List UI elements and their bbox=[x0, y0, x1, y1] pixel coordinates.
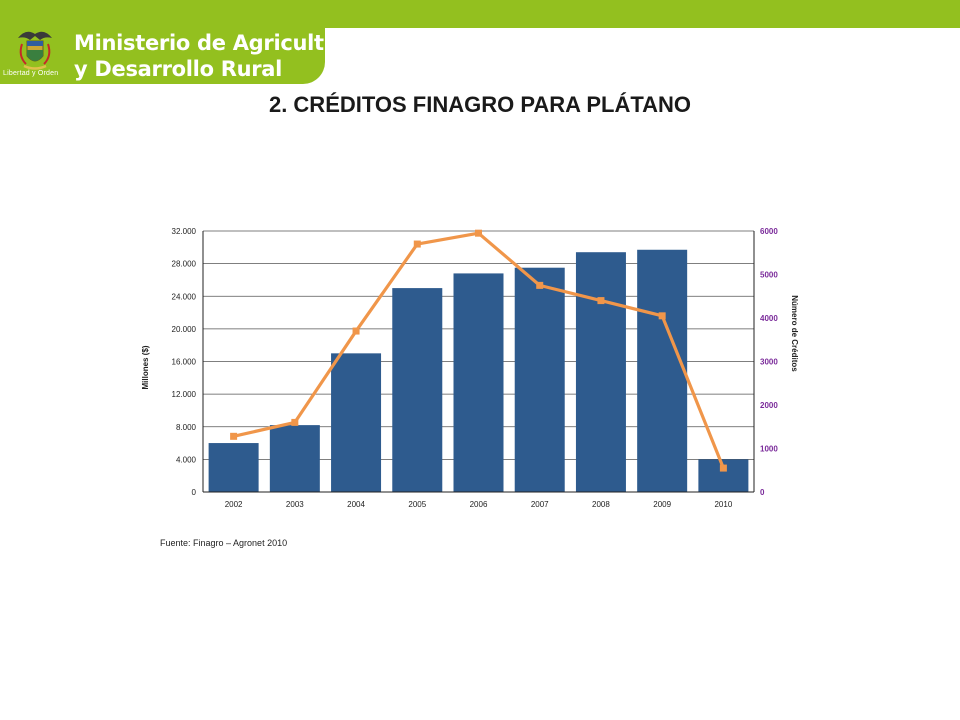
bar bbox=[514, 267, 565, 492]
ministry-line-1: Ministerio de Agricultura bbox=[74, 31, 363, 55]
x-tick-label: 2007 bbox=[531, 500, 549, 509]
y2-axis-label: Número de Créditos bbox=[790, 295, 799, 372]
colombia-coat-of-arms-icon bbox=[18, 31, 52, 70]
line-point bbox=[658, 312, 666, 320]
bar bbox=[392, 288, 443, 492]
y2-tick-label: 2000 bbox=[760, 401, 778, 410]
ministry-name: Ministerio de Agricultura y Desarrollo R… bbox=[74, 30, 363, 82]
x-tick-label: 2008 bbox=[592, 500, 610, 509]
y-tick-label: 20.000 bbox=[172, 325, 197, 334]
y-tick-label: 0 bbox=[192, 488, 197, 497]
line-point bbox=[352, 327, 360, 335]
bar bbox=[637, 249, 688, 492]
x-tick-label: 2004 bbox=[347, 500, 365, 509]
bar bbox=[575, 252, 626, 492]
y-axis-label: Millones ($) bbox=[141, 345, 150, 389]
y-tick-label: 12.000 bbox=[172, 390, 197, 399]
y2-tick-label: 6000 bbox=[760, 227, 778, 236]
page-title: 2. CRÉDITOS FINAGRO PARA PLÁTANO bbox=[268, 92, 692, 117]
y2-tick-label: 1000 bbox=[760, 445, 778, 454]
x-tick-label: 2005 bbox=[408, 500, 426, 509]
y-tick-label: 16.000 bbox=[172, 358, 197, 367]
line-point bbox=[413, 240, 421, 248]
motto-text: Libertad y Orden bbox=[3, 70, 59, 77]
ministry-logo: Libertad y Orden Ministerio de Agricultu… bbox=[0, 0, 363, 84]
x-tick-label: 2009 bbox=[653, 500, 671, 509]
source-note: Fuente: Finagro – Agronet 2010 bbox=[160, 538, 288, 548]
y2-tick-label: 3000 bbox=[760, 358, 778, 367]
y-tick-label: 4.000 bbox=[176, 455, 197, 464]
y-tick-label: 32.000 bbox=[172, 227, 197, 236]
bar bbox=[453, 273, 504, 492]
y2-tick-label: 4000 bbox=[760, 314, 778, 323]
y-tick-label: 28.000 bbox=[172, 260, 197, 269]
y2-tick-label: 0 bbox=[760, 488, 765, 497]
line-point bbox=[475, 229, 482, 237]
y-tick-label: 24.000 bbox=[172, 292, 197, 301]
x-tick-label: 2003 bbox=[286, 500, 304, 509]
y-tick-label: 8.000 bbox=[176, 423, 197, 432]
bar bbox=[331, 353, 382, 492]
ministry-line-2: y Desarrollo Rural bbox=[74, 57, 283, 81]
x-tick-label: 2006 bbox=[470, 500, 488, 509]
line-point bbox=[719, 464, 727, 472]
bar bbox=[269, 425, 320, 492]
line-point bbox=[291, 418, 299, 426]
y2-tick-label: 5000 bbox=[760, 271, 778, 280]
line-point bbox=[597, 297, 605, 305]
line-point bbox=[536, 281, 544, 289]
bar bbox=[208, 443, 259, 492]
line-point bbox=[230, 432, 238, 440]
x-tick-label: 2010 bbox=[714, 500, 732, 509]
x-tick-label: 2002 bbox=[225, 500, 243, 509]
